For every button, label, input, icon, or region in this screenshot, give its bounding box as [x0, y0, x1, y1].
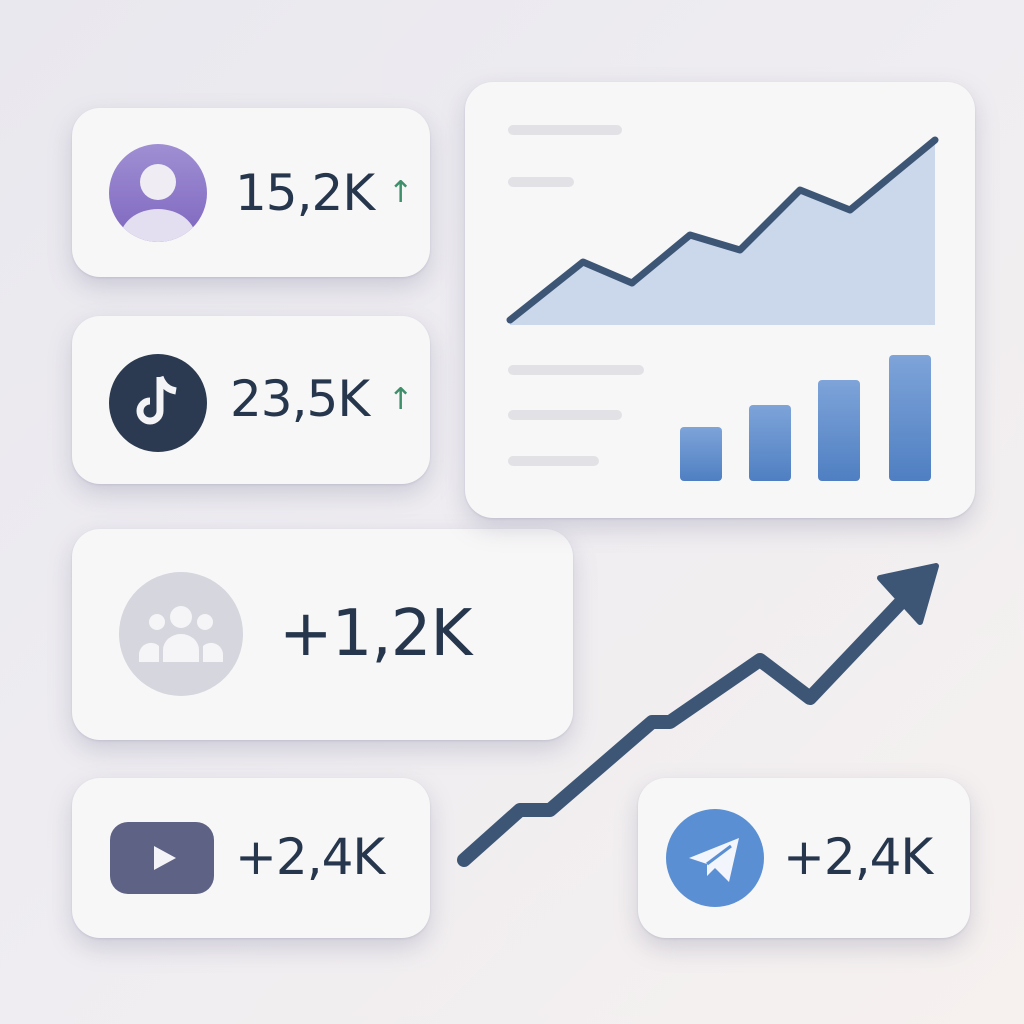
tiktok-value: 23,5K [230, 370, 370, 428]
telegram-value: +2,4K [783, 828, 933, 886]
tiktok-card: 23,5K ↑ [72, 316, 430, 484]
bar [749, 405, 791, 481]
bar [680, 427, 722, 481]
trend-up-icon: ↑ [388, 175, 414, 210]
bar [889, 355, 931, 481]
bar [818, 380, 860, 481]
group-value: +1,2K [279, 597, 472, 671]
telegram-icon [666, 809, 764, 907]
trend-up-icon: ↑ [388, 382, 414, 417]
telegram-card: +2,4K [638, 778, 970, 938]
followers-value: 15,2K [235, 164, 375, 222]
area-chart-line [506, 136, 939, 324]
dashboard-graphics [506, 125, 939, 481]
group-icon [119, 572, 243, 696]
followers-card: 15,2K ↑ [72, 108, 430, 277]
youtube-icon [110, 822, 214, 894]
youtube-card: +2,4K [72, 778, 430, 938]
tiktok-icon [109, 354, 207, 452]
user-avatar-icon [109, 144, 207, 242]
youtube-value: +2,4K [235, 828, 385, 886]
dashboard-panel [465, 82, 975, 518]
area-chart-fill [510, 140, 935, 325]
group-card: +1,2K [72, 529, 573, 740]
